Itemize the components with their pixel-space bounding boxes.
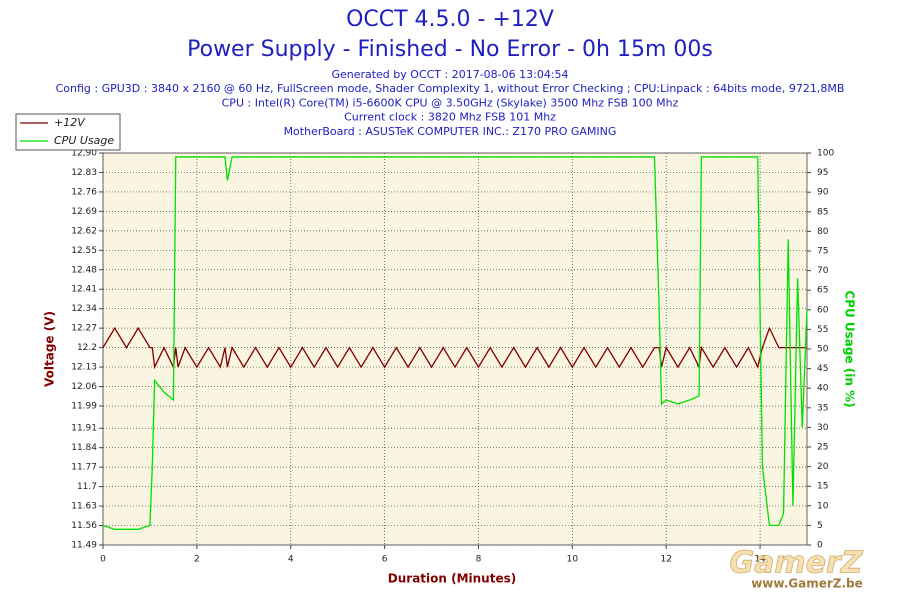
- y2-tick-label: 80: [817, 227, 829, 237]
- x-tick-label: 4: [288, 555, 294, 565]
- y2-tick-label: 10: [817, 501, 829, 511]
- x-tick-label: 12: [660, 555, 671, 565]
- y2-tick-label: 15: [817, 482, 828, 492]
- y2-tick-label: 85: [817, 207, 828, 217]
- x-tick-label: 10: [567, 555, 579, 565]
- y2-tick-label: 0: [817, 541, 823, 551]
- info-line: Config : GPU3D : 3840 x 2160 @ 60 Hz, Fu…: [56, 82, 845, 95]
- watermark: GamerZ: [729, 546, 863, 581]
- y2-tick-label: 70: [817, 266, 829, 276]
- y2-tick-label: 45: [817, 364, 828, 374]
- y-tick-label: 12.55: [71, 246, 97, 256]
- x-tick-label: 2: [194, 555, 200, 565]
- series-line: [102, 326, 807, 370]
- legend-box: [15, 113, 121, 151]
- x-tick-label: 6: [382, 555, 388, 565]
- y-tick-label: 12.13: [71, 363, 97, 373]
- watermark-url: www.GamerZ.be: [751, 577, 863, 591]
- y-tick-label: 11.99: [71, 401, 97, 411]
- x-axis-label: Duration (Minutes): [388, 572, 516, 586]
- y-tick-label: 12.76: [71, 187, 97, 197]
- y2-tick-label: 60: [817, 305, 829, 315]
- y-tick-label: 12.62: [71, 226, 97, 236]
- y-tick-label: 12.83: [71, 168, 97, 178]
- y-tick-label: 12.27: [71, 324, 97, 334]
- info-line: Current clock : 3820 Mhz FSB 101 Mhz: [344, 111, 556, 124]
- y-tick-label: 12.06: [71, 382, 97, 392]
- y2-tick-label: 25: [817, 443, 828, 453]
- legend-label: +12V: [54, 116, 86, 129]
- y2-tick-label: 40: [817, 384, 829, 394]
- y2-axis-label: CPU Usage (in %): [843, 290, 857, 407]
- y2-tick-label: 50: [817, 345, 829, 355]
- y-tick-label: 12.48: [71, 265, 97, 275]
- y2-tick-label: 55: [817, 325, 828, 335]
- y-tick-label: 11.84: [71, 443, 97, 453]
- y-tick-label: 11.77: [71, 463, 97, 473]
- y-tick-label: 12,90: [71, 149, 97, 159]
- y-tick-label: 12.2: [77, 343, 97, 353]
- y-tick-label: 11.49: [71, 541, 97, 551]
- y-tick-label: 12.69: [71, 207, 97, 217]
- y2-tick-label: 5: [817, 521, 823, 531]
- chart-subtitle: Power Supply - Finished - No Error - 0h …: [187, 37, 713, 62]
- series-line: [102, 156, 808, 530]
- y-tick-label: 11.56: [71, 521, 97, 531]
- x-tick-label: 8: [476, 555, 482, 565]
- y2-tick-label: 35: [817, 403, 828, 413]
- x-tick-label: 0: [100, 555, 106, 565]
- y2-tick-label: 75: [817, 247, 828, 257]
- y-axis-label: Voltage (V): [43, 311, 57, 387]
- y2-tick-label: 100: [817, 149, 834, 159]
- x-tick-label: 14: [754, 555, 766, 565]
- y-tick-label: 12.41: [71, 285, 97, 295]
- chart-title: OCCT 4.5.0 - +12V: [346, 7, 554, 32]
- info-line: MotherBoard : ASUSTeK COMPUTER INC.: Z17…: [284, 125, 617, 138]
- y2-tick-label: 30: [817, 423, 829, 433]
- y2-tick-label: 65: [817, 286, 828, 296]
- y-tick-label: 11.91: [71, 424, 97, 434]
- y2-tick-label: 90: [817, 188, 829, 198]
- y-tick-label: 12.34: [71, 304, 97, 314]
- info-line: CPU : Intel(R) Core(TM) i5-6600K CPU @ 3…: [222, 96, 679, 109]
- y-tick-label: 11.63: [71, 502, 97, 512]
- info-line: Generated by OCCT : 2017-08-06 13:04:54: [331, 68, 568, 81]
- y-tick-label: 11.7: [77, 482, 97, 492]
- y2-tick-label: 95: [817, 168, 828, 178]
- legend-label: CPU Usage: [54, 134, 114, 147]
- y2-tick-label: 20: [817, 462, 829, 472]
